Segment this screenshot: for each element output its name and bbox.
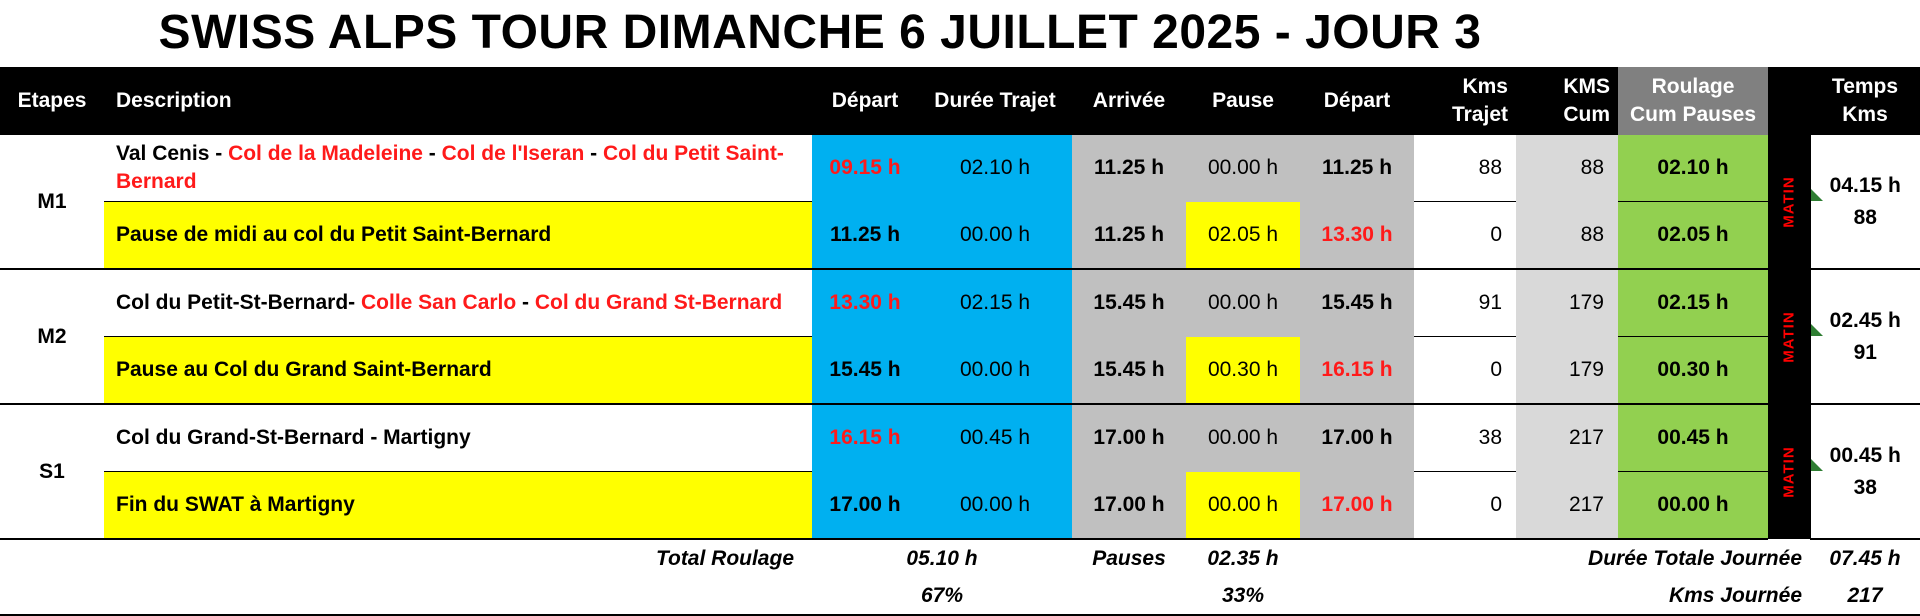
header-kms-trajet: Kms Trajet xyxy=(1414,67,1516,135)
depart-cell: 17.00 h xyxy=(812,471,918,540)
header-depart-2: Départ xyxy=(1300,67,1414,135)
arrivee-cell: 11.25 h xyxy=(1072,201,1186,270)
stage-description: Pause de midi au col du Petit Saint-Bern… xyxy=(104,201,812,270)
header-temps-kms: Temps Kms xyxy=(1810,67,1920,135)
comment-marker-icon xyxy=(1811,324,1823,336)
temps-kms-cell: 00.45 h 38 xyxy=(1809,404,1920,540)
totals-row-2: 67% 33% Kms Journée 217 xyxy=(0,577,1920,616)
header-roulage: Roulage Cum Pauses xyxy=(1618,67,1768,135)
roulage-cell: 02.15 h xyxy=(1618,269,1768,337)
depart-2-cell: 17.00 h xyxy=(1300,471,1414,540)
roulage-cell: 00.00 h xyxy=(1618,471,1768,540)
pause-cell: 00.00 h xyxy=(1186,269,1300,337)
kms-cum-cell: 179 xyxy=(1516,269,1618,337)
total-roulage-label: Total Roulage xyxy=(655,546,794,570)
pauses-label: Pauses xyxy=(1092,546,1166,570)
duree-cell: 00.45 h xyxy=(918,404,1072,472)
header-kms-cum: KMS Cum xyxy=(1516,67,1618,135)
pause-cell: 00.00 h xyxy=(1186,404,1300,472)
depart-2-cell: 11.25 h xyxy=(1300,135,1414,202)
arrivee-cell: 11.25 h xyxy=(1072,135,1186,202)
kms-cum-cell: 88 xyxy=(1516,201,1618,270)
totals-row: Total Roulage 05.10 h Pauses 02.35 h Dur… xyxy=(0,539,1920,577)
duree-cell: 00.00 h xyxy=(918,336,1072,405)
roulage-cell: 00.45 h xyxy=(1618,404,1768,472)
arrivee-cell: 15.45 h xyxy=(1072,269,1186,337)
duree-totale-label: Durée Totale Journée xyxy=(1588,546,1802,570)
kms-trajet-cell: 0 xyxy=(1414,471,1516,540)
header-duree-trajet: Durée Trajet xyxy=(918,67,1072,135)
arrivee-cell: 17.00 h xyxy=(1072,471,1186,540)
header-row: Etapes Description Départ Durée Trajet A… xyxy=(0,67,1920,135)
stage-row: Pause de midi au col du Petit Saint-Bern… xyxy=(0,201,1920,270)
stage-description: Fin du SWAT à Martigny xyxy=(104,471,812,540)
depart-cell: 09.15 h xyxy=(812,135,918,202)
kms-trajet-cell: 88 xyxy=(1414,135,1516,202)
page-title: SWISS ALPS TOUR DIMANCHE 6 JUILLET 2025 … xyxy=(158,6,1482,59)
roulage-cell: 02.05 h xyxy=(1618,201,1768,270)
stage-row: M2 Col du Petit-St-Bernard- Colle San Ca… xyxy=(0,269,1920,405)
header-pause: Pause xyxy=(1186,67,1300,135)
depart-2-cell: 15.45 h xyxy=(1300,269,1414,337)
kms-cum-cell: 179 xyxy=(1516,336,1618,405)
pause-cell: 02.05 h xyxy=(1186,201,1300,270)
pause-cell: 00.00 h xyxy=(1186,471,1300,540)
total-roulage-value: 05.10 h xyxy=(906,546,978,570)
stage-row: M1 Val Cenis - Col de la Madeleine - Col… xyxy=(0,135,1920,270)
stage-description: Pause au Col du Grand Saint-Bernard xyxy=(104,336,812,405)
roulage-percent: 67% xyxy=(812,577,1072,616)
header-etapes: Etapes xyxy=(0,67,104,135)
stage-description: Col du Grand-St-Bernard - Martigny xyxy=(104,404,812,472)
header-depart: Départ xyxy=(812,67,918,135)
depart-2-cell: 16.15 h xyxy=(1300,336,1414,405)
matin-label: MATIN xyxy=(1768,269,1810,404)
kms-trajet-cell: 0 xyxy=(1414,336,1516,405)
duree-cell: 00.00 h xyxy=(918,201,1072,270)
roulage-cell: 00.30 h xyxy=(1618,336,1768,405)
kms-cum-cell: 217 xyxy=(1516,404,1618,472)
stage-row: Pause au Col du Grand Saint-Bernard 15.4… xyxy=(0,336,1920,405)
depart-cell: 15.45 h xyxy=(812,336,918,405)
stage-id: M1 xyxy=(0,135,104,270)
duree-cell: 02.10 h xyxy=(918,135,1072,202)
kms-cum-cell: 88 xyxy=(1516,135,1618,202)
stage-row: Fin du SWAT à Martigny 17.00 h 00.00 h 1… xyxy=(0,471,1920,540)
matin-label: MATIN xyxy=(1768,135,1810,269)
duree-cell: 00.00 h xyxy=(918,471,1072,540)
depart-cell: 13.30 h xyxy=(812,269,918,337)
pauses-value: 02.35 h xyxy=(1207,546,1279,570)
header-description: Description xyxy=(104,67,812,135)
depart-cell: 16.15 h xyxy=(812,404,918,472)
stage-row: S1 Col du Grand-St-Bernard - Martigny 16… xyxy=(0,404,1920,540)
depart-2-cell: 17.00 h xyxy=(1300,404,1414,472)
pause-cell: 00.30 h xyxy=(1186,336,1300,405)
comment-marker-icon xyxy=(1811,189,1823,201)
schedule-table: Etapes Description Départ Durée Trajet A… xyxy=(0,67,1920,616)
stage-description: Val Cenis - Col de la Madeleine - Col de… xyxy=(104,135,812,202)
stage-description: Col du Petit-St-Bernard- Colle San Carlo… xyxy=(104,269,812,337)
duree-cell: 02.15 h xyxy=(918,269,1072,337)
arrivee-cell: 15.45 h xyxy=(1072,336,1186,405)
temps-kms-cell: 02.45 h 91 xyxy=(1809,269,1920,405)
pause-cell: 00.00 h xyxy=(1186,135,1300,202)
kms-journee-label: Kms Journée xyxy=(1414,577,1810,616)
comment-marker-icon xyxy=(1811,459,1823,471)
depart-2-cell: 13.30 h xyxy=(1300,201,1414,270)
kms-trajet-cell: 0 xyxy=(1414,201,1516,270)
header-arrivee: Arrivée xyxy=(1072,67,1186,135)
kms-trajet-cell: 38 xyxy=(1414,404,1516,472)
pauses-percent: 33% xyxy=(1186,577,1300,616)
depart-cell: 11.25 h xyxy=(812,201,918,270)
roulage-cell: 02.10 h xyxy=(1618,135,1768,202)
kms-cum-cell: 217 xyxy=(1516,471,1618,540)
duree-totale-value: 07.45 h xyxy=(1829,546,1901,570)
stage-id: M2 xyxy=(0,269,104,405)
kms-journee-value: 217 xyxy=(1810,577,1920,616)
arrivee-cell: 17.00 h xyxy=(1072,404,1186,472)
temps-kms-cell: 04.15 h 88 xyxy=(1809,135,1920,270)
matin-label: MATIN xyxy=(1768,404,1810,539)
kms-trajet-cell: 91 xyxy=(1414,269,1516,337)
header-separator xyxy=(1768,67,1810,135)
stage-id: S1 xyxy=(0,404,104,540)
